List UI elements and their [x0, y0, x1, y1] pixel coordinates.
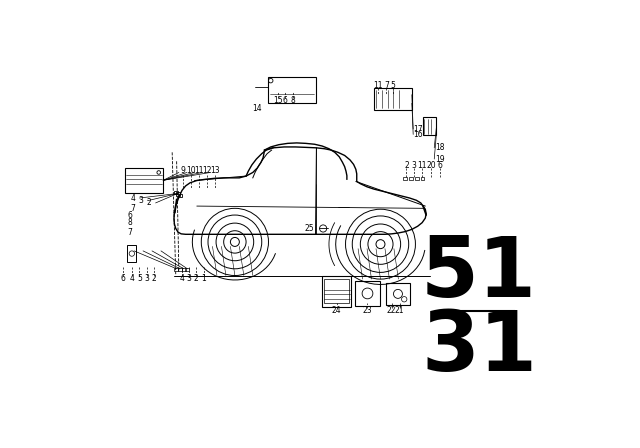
- Text: 3: 3: [412, 161, 417, 170]
- Text: 5: 5: [137, 274, 142, 283]
- Text: 7: 7: [384, 81, 388, 90]
- Text: 6: 6: [120, 274, 125, 283]
- Text: 14: 14: [252, 104, 262, 113]
- Text: 19: 19: [435, 155, 445, 164]
- Text: 11: 11: [195, 166, 204, 175]
- Text: 11: 11: [417, 161, 426, 170]
- Text: 20: 20: [426, 161, 436, 170]
- Text: 17: 17: [413, 125, 422, 134]
- Text: 12: 12: [202, 166, 211, 175]
- Text: 51: 51: [421, 233, 537, 314]
- Text: 6: 6: [127, 211, 132, 220]
- Text: 31: 31: [421, 307, 537, 388]
- Text: 7: 7: [131, 204, 135, 213]
- Text: 2: 2: [147, 198, 151, 207]
- Text: 22: 22: [387, 306, 396, 314]
- Text: 8: 8: [127, 218, 132, 227]
- Text: 21: 21: [395, 306, 404, 314]
- Text: 4: 4: [180, 274, 184, 283]
- Text: 6: 6: [437, 161, 442, 170]
- Text: 3: 3: [187, 274, 191, 283]
- Text: 10: 10: [187, 166, 196, 175]
- Text: 3: 3: [144, 274, 149, 283]
- Text: 25: 25: [305, 224, 314, 233]
- Text: 2: 2: [152, 274, 157, 283]
- Text: 11: 11: [374, 81, 383, 90]
- Text: 23: 23: [363, 306, 372, 314]
- Text: 4: 4: [131, 194, 135, 202]
- Text: 18: 18: [435, 143, 445, 152]
- Text: 24: 24: [332, 306, 341, 314]
- Text: 4: 4: [129, 274, 134, 283]
- Text: 8: 8: [291, 96, 296, 105]
- Text: 1: 1: [201, 274, 206, 283]
- Text: 5: 5: [390, 81, 396, 90]
- Text: 9: 9: [181, 166, 186, 175]
- Text: 3: 3: [138, 196, 143, 205]
- Text: 16: 16: [413, 130, 422, 139]
- Text: 13: 13: [210, 166, 220, 175]
- Text: 6: 6: [283, 96, 287, 105]
- Text: 7: 7: [127, 228, 132, 237]
- Text: 15: 15: [273, 96, 283, 105]
- Text: 2: 2: [404, 161, 409, 170]
- Text: 2: 2: [194, 274, 199, 283]
